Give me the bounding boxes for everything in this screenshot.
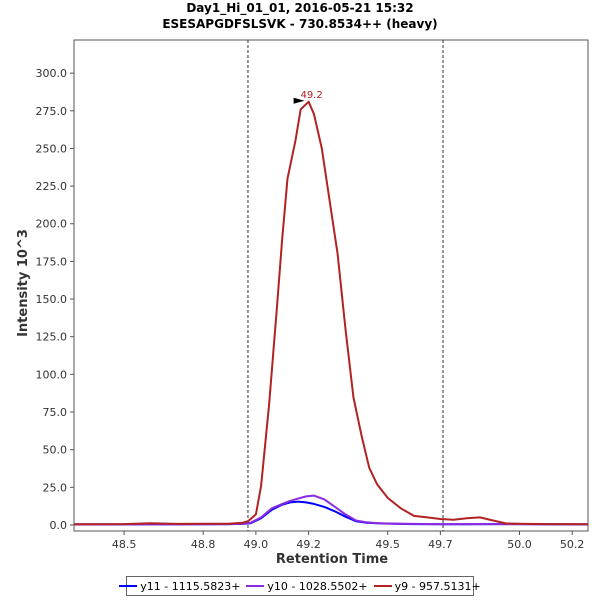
y-tick-label: 75.0 — [43, 406, 68, 419]
series-group — [73, 100, 589, 526]
peak-annotation-group: 49.2 — [293, 90, 323, 104]
x-axis: 48.5 48.8 49.0 49.2 49.5 49.7 50.0 50.2 — [112, 531, 585, 551]
legend-item: y9 - 957.5131+ — [373, 579, 481, 593]
y-tick-label: 250.0 — [36, 142, 68, 155]
legend-label: y11 - 1115.5823+ — [140, 579, 241, 593]
x-tick-label: 49.7 — [428, 538, 453, 551]
y-tick-label: 200.0 — [36, 218, 68, 231]
y-tick-label: 150.0 — [36, 293, 68, 306]
y-tick-label: 300.0 — [36, 67, 68, 80]
x-tick-label: 49.0 — [244, 538, 269, 551]
legend-item: y10 - 1028.5502+ — [246, 579, 368, 593]
peak-label: 49.2 — [300, 90, 322, 101]
x-tick-label: 48.8 — [191, 538, 216, 551]
x-tick-label: 50.2 — [560, 538, 585, 551]
peak-arrow-icon — [293, 97, 305, 104]
plot-area — [73, 39, 589, 532]
y-tick-label: 25.0 — [43, 481, 68, 494]
legend-item: y11 - 1115.5823+ — [119, 580, 240, 593]
legend-swatch — [246, 585, 265, 587]
y-tick-label: 275.0 — [36, 105, 68, 118]
chart-subtitle: ESESAPGDFSLSVK - 730.8534++ (heavy) — [162, 17, 437, 31]
integration-boundaries — [247, 40, 444, 531]
x-axis-label: Retention Time — [276, 552, 388, 567]
y-tick-label: 125.0 — [36, 331, 68, 344]
series-line — [73, 100, 589, 526]
legend-label: y9 - 957.5131+ — [394, 579, 481, 593]
legend-swatch — [373, 585, 392, 587]
y-tick-label: 225.0 — [36, 180, 68, 193]
y-tick-label: 175.0 — [36, 255, 68, 268]
x-tick-label: 48.5 — [112, 538, 137, 551]
x-tick-label: 49.5 — [375, 538, 400, 551]
y-tick-label: 50.0 — [43, 444, 68, 457]
x-tick-label: 49.2 — [296, 538, 321, 551]
y-axis-label: Intensity 10^3 — [16, 229, 31, 337]
chart-title: Day1_Hi_01_01, 2016-05-21 15:32 — [186, 1, 413, 16]
x-tick-label: 50.0 — [507, 538, 532, 551]
legend-swatch — [119, 585, 138, 587]
y-axis: 0.0 25.0 50.0 75.0 100.0 125.0 150.0 175.0 200.0… — [36, 67, 74, 532]
y-tick-label: 0.0 — [50, 519, 68, 532]
legend-label: y10 - 1028.5502+ — [267, 579, 368, 593]
series-line — [73, 494, 589, 526]
legend: y11 - 1115.5823+ y10 - 1028.5502+ y9 - 957… — [119, 576, 481, 596]
y-tick-label: 100.0 — [36, 368, 68, 381]
